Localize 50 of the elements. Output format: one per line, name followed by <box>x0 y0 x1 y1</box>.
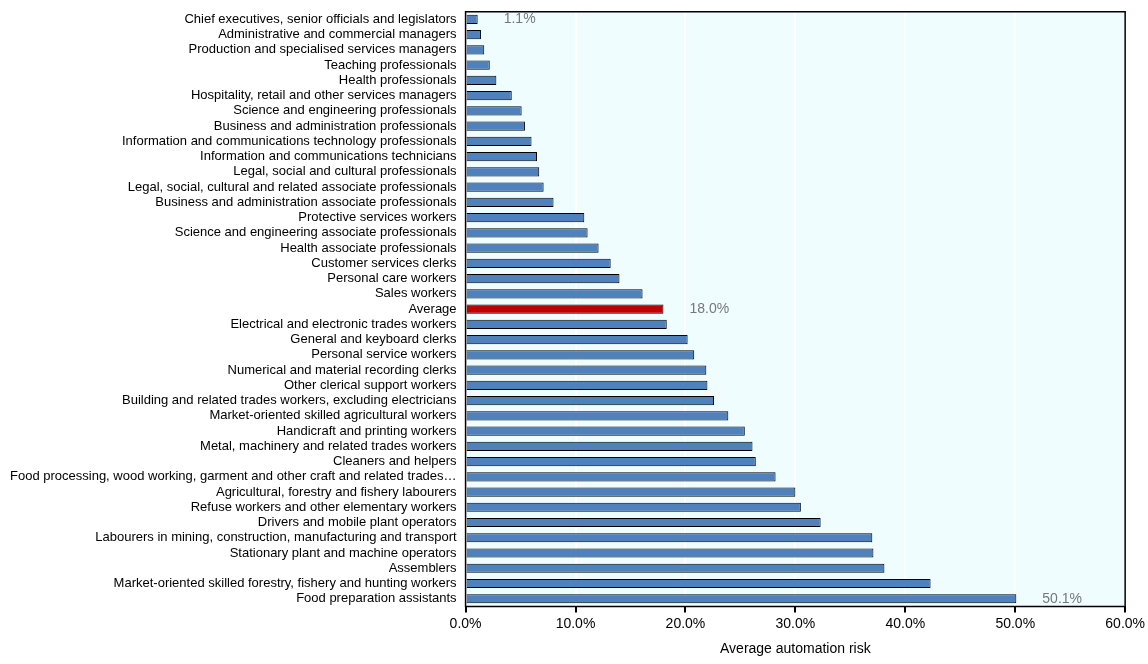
y-tick-label: Protective services workers <box>298 209 458 225</box>
y-tick-label: Production and specialised services managers <box>188 41 458 57</box>
y-tick-label: Legal, social, cultural and related associate professionals <box>127 178 458 194</box>
x-tick-label: 50.0% <box>995 614 1036 631</box>
y-tick-label: Other clerical support workers <box>283 376 458 392</box>
y-tick-label: Electrical and electronic trades workers <box>230 315 458 331</box>
x-tick-label: 0.0% <box>449 614 482 631</box>
y-tick-label: Personal care workers <box>327 270 458 286</box>
y-tick-label: Legal, social and cultural professionals <box>233 163 458 179</box>
y-tick-label: Teaching professionals <box>324 56 458 72</box>
y-tick-label: Assemblers <box>388 559 458 575</box>
data-label: 50.1% <box>1042 589 1083 606</box>
y-tick-label: Food preparation assistants <box>296 590 458 606</box>
y-tick-label: Food processing, wood working, garment and other craft and related trades… <box>10 468 457 484</box>
x-tick-label: 20.0% <box>665 614 706 631</box>
y-tick-label: Stationary plant and machine operators <box>229 544 458 560</box>
y-tick-label: Science and engineering professionals <box>233 102 458 118</box>
y-tick-label: Hospitality, retail and other services managers <box>190 87 458 103</box>
y-tick-label: Refuse workers and other elementary workers <box>190 498 458 514</box>
y-tick-label: Market-oriented skilled forestry, fishery and hunting workers <box>113 575 458 591</box>
y-tick-label: Health associate professionals <box>280 239 458 255</box>
y-tick-label: Chief executives, senior officials and legislators <box>184 11 458 26</box>
y-tick-label: Market-oriented skilled agricultural workers <box>209 407 458 423</box>
y-tick-label: Information and communications technology professionals <box>122 132 458 148</box>
y-tick-label: Personal service workers <box>311 346 458 362</box>
y-tick-label: Average <box>408 300 457 316</box>
y-tick-label: Cleaners and helpers <box>333 453 458 469</box>
x-tick-label: 40.0% <box>885 614 926 631</box>
y-tick-label: Handicraft and printing workers <box>276 422 458 438</box>
y-tick-label: Agricultural, forestry and fishery labourers <box>215 483 458 499</box>
y-tick-label: Business and administration associate professionals <box>155 193 458 209</box>
y-tick-label: Sales workers <box>374 285 458 301</box>
y-tick-label: Health professionals <box>338 71 458 87</box>
y-tick-label: Customer services clerks <box>311 254 458 270</box>
data-label: 1.1% <box>503 10 536 27</box>
y-tick-label: Building and related trades workers, excluding electricians <box>122 392 458 408</box>
x-tick-label: 30.0% <box>775 614 816 631</box>
x-axis-title: Average automation risk <box>720 640 872 657</box>
y-tick-label: Labourers in mining, construction, manufacturing and transport <box>95 529 457 545</box>
y-tick-label: Drivers and mobile plant operators <box>257 514 458 530</box>
data-label: 18.0% <box>689 299 730 316</box>
y-tick-label: Administrative and commercial managers <box>218 26 458 42</box>
y-tick-label: Science and engineering associate professionals <box>174 224 458 240</box>
y-tick-label: General and keyboard clerks <box>290 331 458 347</box>
y-tick-label: Business and administration professionals <box>213 117 458 133</box>
x-tick-label: 10.0% <box>555 614 596 631</box>
y-tick-label: Information and communications technicians <box>200 148 458 164</box>
y-tick-label: Metal, machinery and related trades workers <box>200 437 458 453</box>
y-tick-label: Numerical and material recording clerks <box>227 361 458 377</box>
x-tick-label: 60.0% <box>1105 614 1145 631</box>
